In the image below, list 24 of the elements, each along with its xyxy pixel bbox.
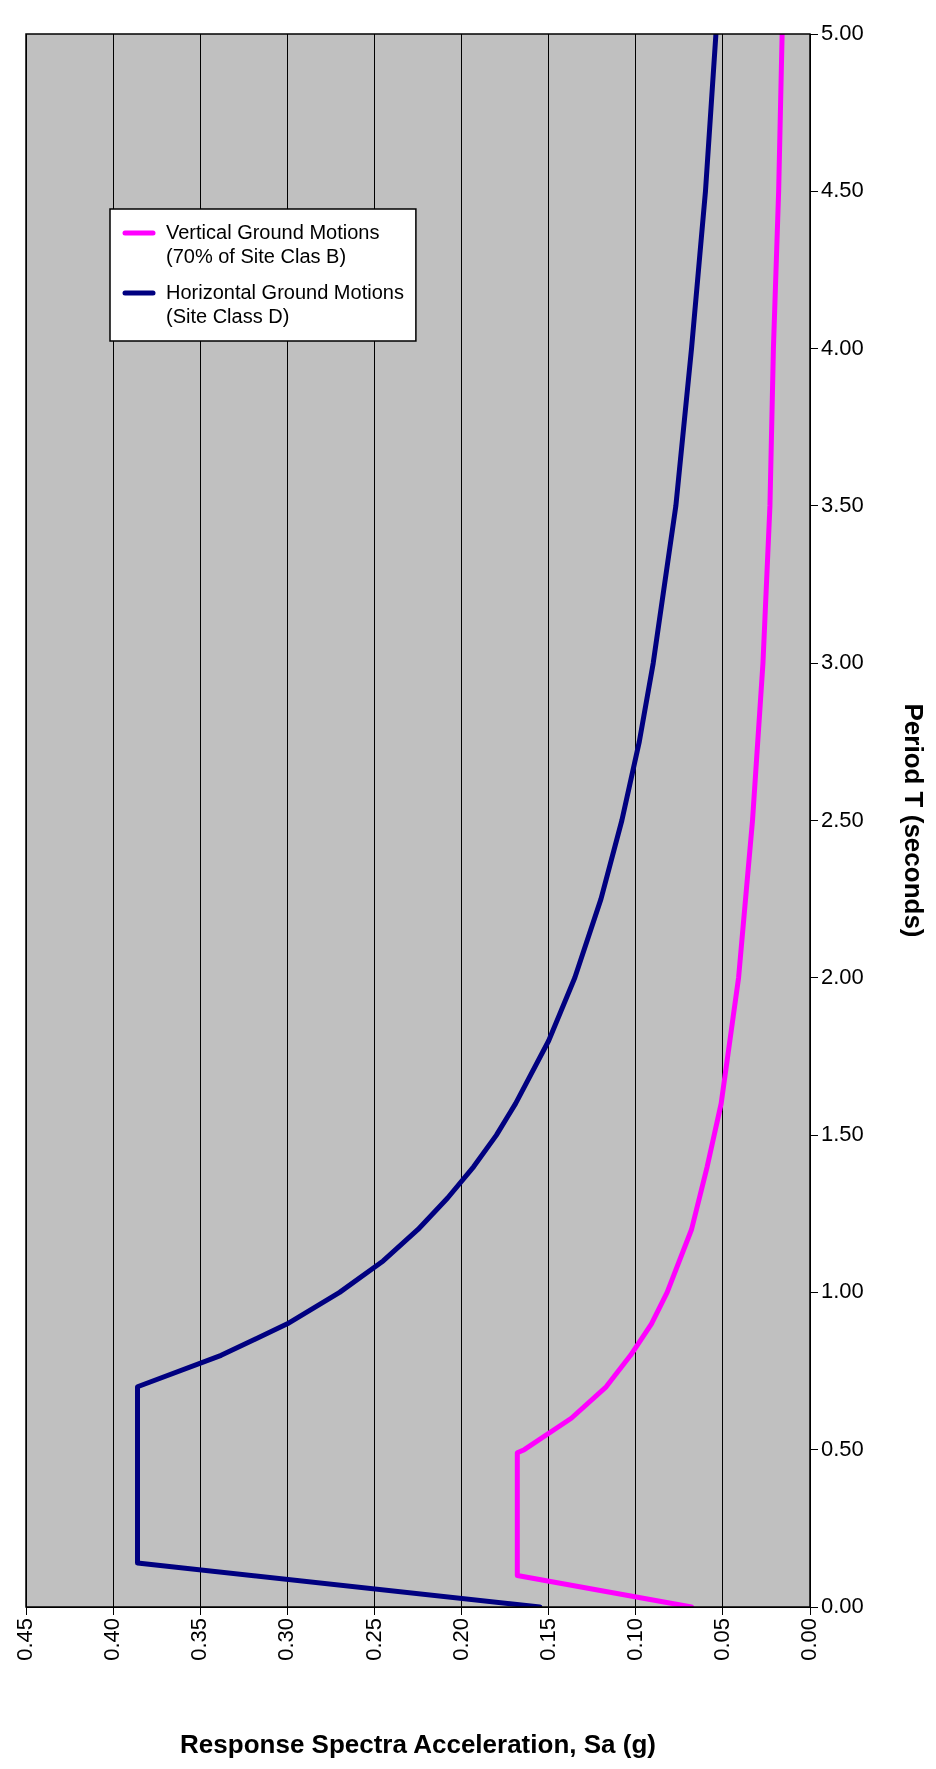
x-tick-label: 0.20 xyxy=(447,1618,473,1661)
y-tick-label: 1.00 xyxy=(821,1278,864,1304)
y-tick-label: 4.50 xyxy=(821,177,864,203)
y-tick-label: 1.50 xyxy=(821,1121,864,1147)
x-tick-label: 0.25 xyxy=(360,1618,386,1661)
legend-label: Horizontal Ground Motions (Site Class D) xyxy=(166,280,404,327)
y-tick-label: 5.00 xyxy=(821,20,864,46)
x-tick-label: 0.15 xyxy=(534,1618,560,1661)
x-tick-label: 0.35 xyxy=(186,1618,212,1661)
x-tick-label: 0.05 xyxy=(708,1618,734,1661)
y-tick-label: 4.00 xyxy=(821,334,864,360)
legend-label: Vertical Ground Motions (70% of Site Clas B) xyxy=(166,220,380,267)
y-tick-label: 0.00 xyxy=(821,1593,864,1619)
x-tick-label: 0.30 xyxy=(273,1618,299,1661)
y-tick-label: 3.50 xyxy=(821,491,864,517)
y-axis-title: Period T (seconds) xyxy=(899,703,930,938)
y-tick-label: 0.50 xyxy=(821,1435,864,1461)
y-tick-label: 2.50 xyxy=(821,806,864,832)
x-tick-label: 0.10 xyxy=(621,1618,647,1661)
y-tick-label: 3.00 xyxy=(821,649,864,675)
x-axis-title: Response Spectra Acceleration, Sa (g) xyxy=(180,1728,656,1759)
x-tick-label: 0.45 xyxy=(12,1618,38,1661)
y-tick-label: 2.00 xyxy=(821,963,864,989)
x-tick-label: 0.40 xyxy=(99,1618,125,1661)
